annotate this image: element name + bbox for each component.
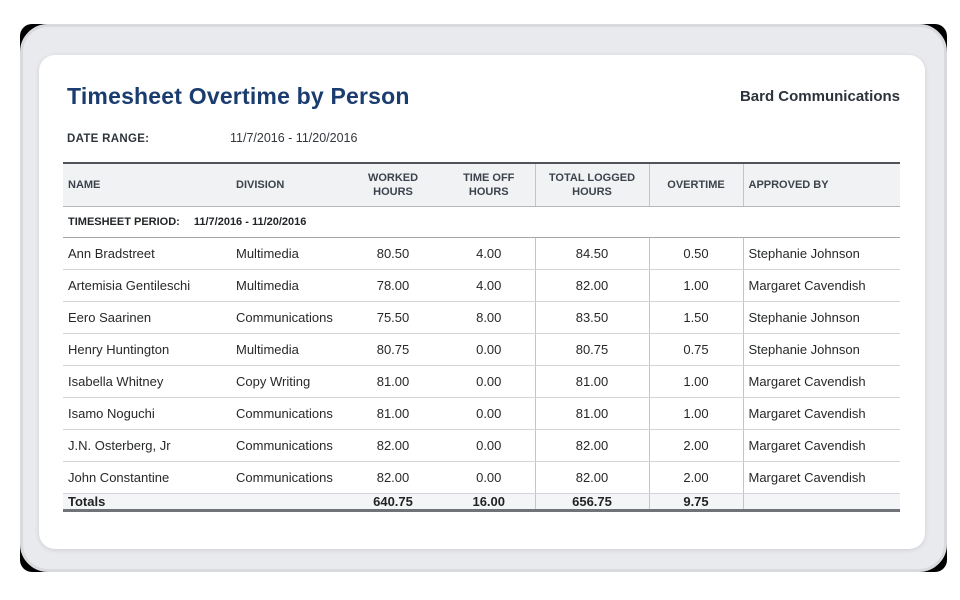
cell-division: Communications bbox=[231, 397, 343, 430]
cell-overtime: 2.00 bbox=[649, 461, 744, 494]
cell-time-off: 0.00 bbox=[443, 365, 535, 398]
totals-cell-worked: 640.75 bbox=[343, 493, 443, 512]
cell-approved-by: Stephanie Johnson bbox=[743, 301, 900, 334]
cell-division: Multimedia bbox=[231, 333, 343, 366]
column-header-approved-by: APPROVED BY bbox=[743, 162, 900, 207]
totals-row: Totals 640.75 16.00 656.75 9.75 bbox=[63, 493, 900, 512]
cell-time-off: 0.00 bbox=[443, 461, 535, 494]
cell-time-off: 0.00 bbox=[443, 333, 535, 366]
cell-total: 82.00 bbox=[534, 269, 650, 302]
totals-cell-total: 656.75 bbox=[534, 493, 650, 512]
cell-division: Multimedia bbox=[231, 237, 343, 270]
cell-name: Isamo Noguchi bbox=[63, 397, 231, 430]
cell-overtime: 1.00 bbox=[649, 269, 744, 302]
cell-total: 80.75 bbox=[534, 333, 650, 366]
cell-worked: 81.00 bbox=[343, 365, 443, 398]
cell-worked: 75.50 bbox=[343, 301, 443, 334]
cell-approved-by: Margaret Cavendish bbox=[743, 397, 900, 430]
column-header-division: DIVISION bbox=[231, 162, 343, 207]
report-window: Timesheet Overtime by Person Bard Commun… bbox=[20, 24, 947, 572]
cell-approved-by: Margaret Cavendish bbox=[743, 461, 900, 494]
cell-overtime: 1.00 bbox=[649, 365, 744, 398]
cell-overtime: 1.50 bbox=[649, 301, 744, 334]
cell-total: 82.00 bbox=[534, 429, 650, 462]
totals-cell-approved-by bbox=[743, 493, 900, 512]
column-header-overtime: OVERTIME bbox=[649, 162, 744, 207]
column-header-name: NAME bbox=[63, 162, 231, 207]
report-card: Timesheet Overtime by Person Bard Commun… bbox=[39, 55, 925, 549]
company-name: Bard Communications bbox=[739, 88, 900, 105]
totals-cell-name: Totals bbox=[63, 493, 231, 512]
cell-total: 81.00 bbox=[534, 365, 650, 398]
table-row: Henry Huntington Multimedia 80.75 0.00 80.75… bbox=[63, 333, 900, 366]
cell-worked: 78.00 bbox=[343, 269, 443, 302]
cell-worked: 81.00 bbox=[343, 397, 443, 430]
cell-overtime: 0.75 bbox=[649, 333, 744, 366]
table-row: Artemisia Gentileschi Multimedia 78.00 4.00… bbox=[63, 269, 900, 302]
table-row: Isamo Noguchi Communications 81.00 0.00 81.0… bbox=[63, 397, 900, 430]
cell-worked: 82.00 bbox=[343, 461, 443, 494]
table-row: John Constantine Communications 82.00 0.00 8… bbox=[63, 461, 900, 494]
table-row: Isabella Whitney Copy Writing 81.00 0.00 81.… bbox=[63, 365, 900, 398]
timesheet-table: NAME DIVISION WORKED HOURS TIME OFF HOURS TO… bbox=[63, 162, 900, 512]
cell-name: Eero Saarinen bbox=[63, 301, 231, 334]
cell-total: 81.00 bbox=[534, 397, 650, 430]
cell-name: Isabella Whitney bbox=[63, 365, 231, 398]
cell-time-off: 4.00 bbox=[443, 237, 535, 270]
table-row: Ann Bradstreet Multimedia 80.50 4.00 84.50 0.… bbox=[63, 237, 900, 270]
cell-total: 84.50 bbox=[534, 237, 650, 270]
cell-approved-by: Margaret Cavendish bbox=[743, 269, 900, 302]
cell-total: 83.50 bbox=[534, 301, 650, 334]
timesheet-period-row: TIMESHEET PERIOD: 11/7/2016 - 11/20/2016 bbox=[63, 206, 900, 238]
report-header: Timesheet Overtime by Person Bard Commun… bbox=[63, 83, 901, 110]
cell-division: Communications bbox=[231, 429, 343, 462]
cell-time-off: 4.00 bbox=[443, 269, 535, 302]
date-range-value: 11/7/2016 - 11/20/2016 bbox=[230, 131, 358, 145]
cell-approved-by: Stephanie Johnson bbox=[743, 333, 900, 366]
table-row: J.N. Osterberg, Jr Communications 82.00 0.0… bbox=[63, 429, 900, 462]
totals-cell-division bbox=[231, 493, 343, 512]
cell-overtime: 0.50 bbox=[649, 237, 744, 270]
page-title: Timesheet Overtime by Person bbox=[67, 83, 410, 109]
cell-approved-by: Stephanie Johnson bbox=[743, 237, 900, 270]
date-range-label: DATE RANGE: bbox=[67, 133, 150, 145]
cell-division: Communications bbox=[231, 461, 343, 494]
cell-name: J.N. Osterberg, Jr bbox=[63, 429, 231, 462]
totals-cell-time-off: 16.00 bbox=[443, 493, 535, 512]
timesheet-period-label: TIMESHEET PERIOD: bbox=[68, 216, 180, 228]
column-header-worked: WORKED HOURS bbox=[343, 162, 443, 207]
totals-cell-overtime: 9.75 bbox=[649, 493, 744, 512]
date-range-row: DATE RANGE: 11/7/2016 - 11/20/2016 bbox=[63, 131, 901, 145]
cell-name: Henry Huntington bbox=[63, 333, 231, 366]
cell-worked: 80.50 bbox=[343, 237, 443, 270]
timesheet-period-value: 11/7/2016 - 11/20/2016 bbox=[193, 216, 307, 228]
cell-total: 82.00 bbox=[534, 461, 650, 494]
cell-worked: 80.75 bbox=[343, 333, 443, 366]
cell-overtime: 2.00 bbox=[649, 429, 744, 462]
cell-approved-by: Margaret Cavendish bbox=[743, 429, 900, 462]
cell-division: Communications bbox=[231, 301, 343, 334]
cell-division: Copy Writing bbox=[231, 365, 343, 398]
cell-name: John Constantine bbox=[63, 461, 231, 494]
window-frame: Timesheet Overtime by Person Bard Commun… bbox=[20, 24, 947, 572]
cell-name: Ann Bradstreet bbox=[63, 237, 231, 270]
cell-time-off: 0.00 bbox=[443, 397, 535, 430]
cell-division: Multimedia bbox=[231, 269, 343, 302]
column-header-time-off: TIME OFF HOURS bbox=[443, 162, 535, 207]
table-row: Eero Saarinen Communications 75.50 8.00 83.5… bbox=[63, 301, 900, 334]
cell-approved-by: Margaret Cavendish bbox=[743, 365, 900, 398]
cell-name: Artemisia Gentileschi bbox=[63, 269, 231, 302]
cell-time-off: 8.00 bbox=[443, 301, 535, 334]
cell-overtime: 1.00 bbox=[649, 397, 744, 430]
cell-time-off: 0.00 bbox=[443, 429, 535, 462]
table-header-row: NAME DIVISION WORKED HOURS TIME OFF HOURS TO… bbox=[63, 162, 900, 207]
cell-worked: 82.00 bbox=[343, 429, 443, 462]
column-header-total: TOTAL LOGGED HOURS bbox=[534, 162, 650, 207]
